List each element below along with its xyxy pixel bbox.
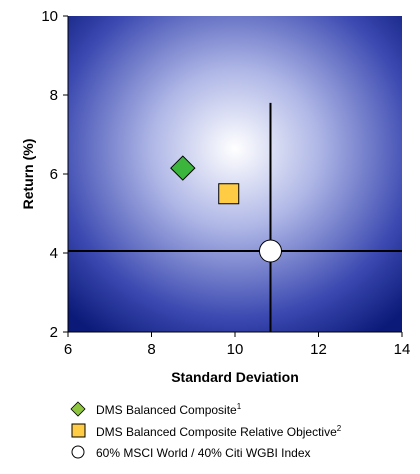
y-tick-label: 4 — [50, 245, 58, 262]
yellow-square-icon — [68, 423, 88, 439]
y-tick-label: 6 — [50, 166, 58, 183]
reference-lines — [68, 102, 402, 332]
square-point — [218, 183, 240, 205]
legend: DMS Balanced Composite1 DMS Balanced Com… — [68, 398, 341, 464]
green-diamond-icon — [68, 401, 88, 417]
x-tick-label: 10 — [227, 341, 244, 358]
axes: 6 8 10 12 14 2 4 6 8 10 — [41, 8, 410, 358]
diamond-point — [170, 155, 196, 181]
x-tick-label: 14 — [394, 341, 411, 358]
plot-area — [68, 16, 402, 332]
scatter-chart: 6 8 10 12 14 2 4 6 8 10 Standard Deviation Return… — [20, 8, 410, 385]
legend-label: DMS Balanced Composite1 — [96, 401, 242, 417]
white-circle-icon — [68, 445, 88, 461]
circle-point — [258, 239, 282, 263]
x-tick-label: 8 — [147, 341, 155, 358]
data-points — [170, 155, 282, 263]
y-tick-label: 10 — [41, 8, 58, 25]
legend-label: 60% MSCI World / 40% Citi WGBI Index — [96, 446, 311, 460]
x-tick-label: 12 — [310, 341, 327, 358]
legend-item-relative-objective: DMS Balanced Composite Relative Objectiv… — [68, 420, 341, 442]
y-tick-label: 2 — [50, 324, 58, 341]
y-axis-title: Return (%) — [20, 139, 36, 210]
legend-label: DMS Balanced Composite Relative Objectiv… — [96, 423, 342, 439]
legend-item-index: 60% MSCI World / 40% Citi WGBI Index — [68, 442, 341, 464]
x-tick-label: 6 — [64, 341, 72, 358]
y-tick-label: 8 — [50, 87, 58, 104]
x-axis-title: Standard Deviation — [171, 369, 299, 385]
legend-item-balanced-composite: DMS Balanced Composite1 — [68, 398, 341, 420]
